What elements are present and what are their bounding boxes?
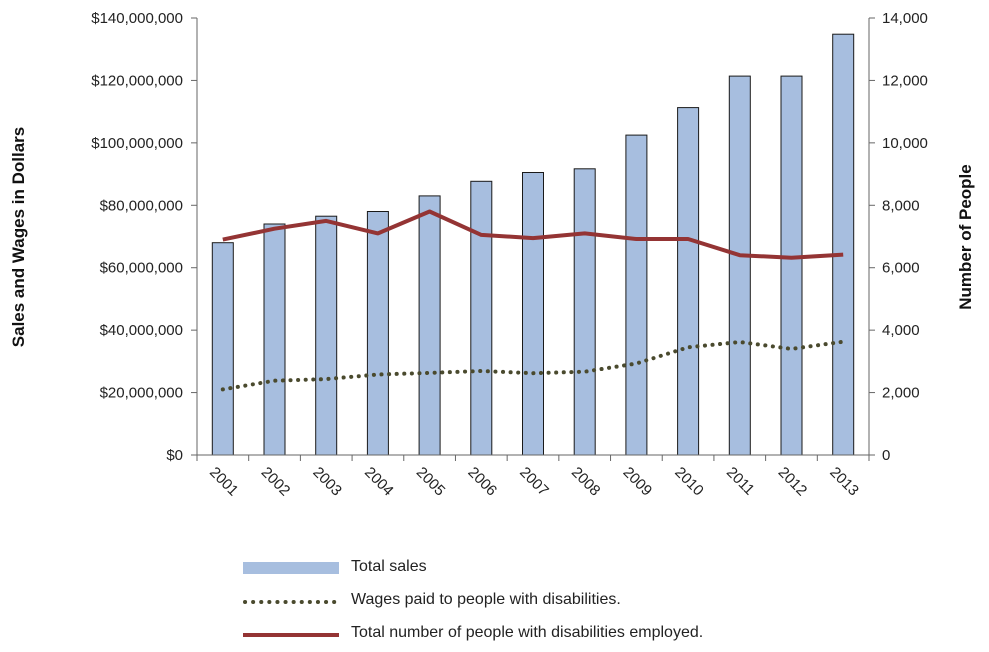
bar-2013 [832, 33, 855, 456]
y-tick-label: $80,000,000 [100, 197, 183, 214]
y-tick-label: $100,000,000 [91, 135, 183, 152]
y2-tick-label: 8,000 [882, 197, 920, 214]
line-series [220, 209, 846, 392]
legend-item-employed: Total number of people with disabilities… [243, 622, 863, 646]
y-tick-label: $60,000,000 [100, 260, 183, 277]
bar-series [211, 33, 855, 456]
y-tick-label: $120,000,000 [91, 72, 183, 89]
y-tick-label: $40,000,000 [100, 322, 183, 339]
right-axis-ticks: 0 2,000 4,000 6,000 8,000 10,000 12,000 14,000 [869, 10, 928, 464]
employed-line [222, 209, 844, 260]
x-tick-label: 2001 [206, 464, 242, 500]
legend-swatch-bar [243, 562, 339, 574]
bar-2011 [728, 75, 751, 456]
y2-axis-title: Number of People [956, 164, 975, 309]
left-axis-ticks: $0 $20,000,000 $40,000,000 $60,000,000 $80,0… [91, 10, 197, 464]
y-tick-label: $140,000,000 [91, 10, 183, 27]
bar-2008 [573, 168, 596, 456]
axes [196, 18, 870, 456]
x-tick-label: 2008 [568, 464, 604, 500]
y2-tick-label: 14,000 [882, 10, 928, 27]
y2-tick-label: 12,000 [882, 72, 928, 89]
legend-label: Total number of people with disabilities… [351, 624, 704, 641]
x-tick-label: 2006 [464, 464, 500, 500]
y2-tick-label: 4,000 [882, 322, 920, 339]
legend-item-wages: Wages paid to people with disabilities. [243, 589, 863, 613]
x-axis-ticks: 2001 2002 2003 2004 2005 2006 2007 2008 2009 2010… [196, 455, 870, 500]
y-axis-title: Sales and Wages in Dollars [9, 127, 28, 347]
y2-tick-label: 6,000 [882, 260, 920, 277]
combo-chart: $0 $20,000,000 $40,000,000 $60,000,000 $80,0… [9, 10, 975, 500]
bar-2009 [625, 134, 648, 456]
x-tick-label: 2005 [413, 464, 449, 500]
bar-2004 [366, 211, 389, 456]
x-tick-label: 2013 [826, 464, 862, 500]
wages-line [220, 339, 846, 392]
bar-2006 [470, 180, 493, 456]
bar-2002 [263, 223, 286, 456]
bar-2003 [315, 215, 338, 456]
x-tick-label: 2009 [620, 464, 656, 500]
y2-tick-label: 0 [882, 447, 890, 464]
bar-2012 [780, 75, 803, 456]
x-tick-label: 2002 [258, 464, 294, 500]
bar-2005 [418, 195, 441, 456]
y2-tick-label: 10,000 [882, 135, 928, 152]
x-tick-label: 2010 [671, 464, 707, 500]
y2-tick-label: 2,000 [882, 385, 920, 402]
x-tick-label: 2004 [361, 464, 397, 500]
legend-label: Total sales [351, 558, 427, 575]
y-tick-label: $20,000,000 [100, 385, 183, 402]
x-tick-label: 2003 [309, 464, 345, 500]
bar-2010 [677, 107, 700, 456]
legend-label: Wages paid to people with disabilities. [351, 591, 621, 608]
x-tick-label: 2011 [723, 464, 758, 499]
legend-item-total-sales: Total sales [243, 556, 863, 580]
x-tick-label: 2007 [516, 464, 552, 500]
bar-2007 [522, 172, 544, 456]
legend-swatch-solid-line [243, 633, 339, 637]
x-tick-label: 2012 [775, 464, 811, 500]
bar-2001 [211, 242, 234, 456]
y-tick-label: $0 [166, 447, 183, 464]
legend-swatch-dotted-line [243, 600, 339, 604]
